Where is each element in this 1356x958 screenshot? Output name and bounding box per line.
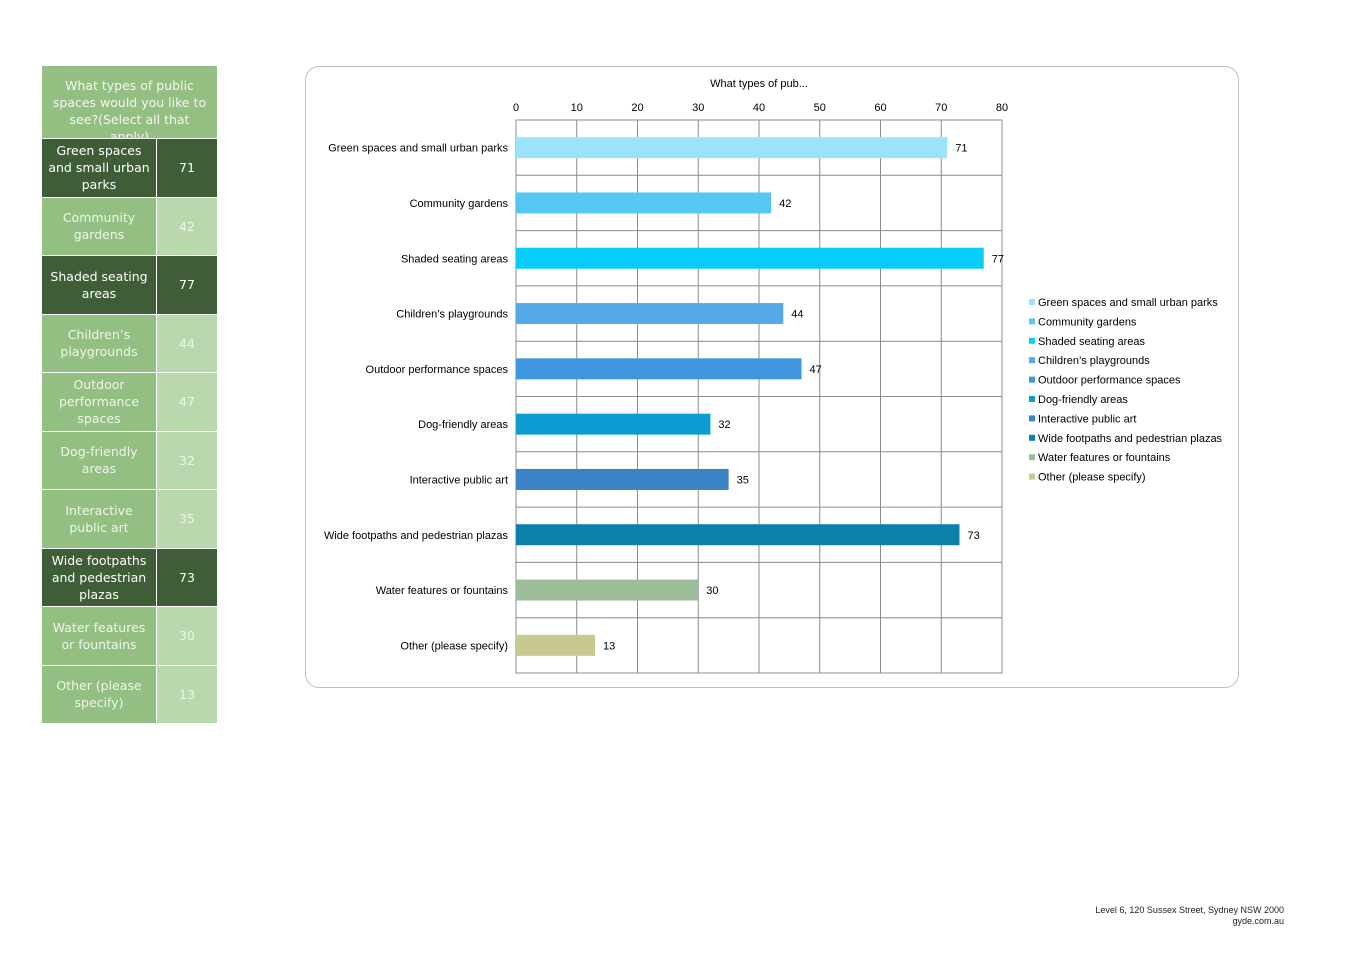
y-category-label: Community gardens: [410, 198, 509, 210]
summary-table: What types of public spaces would you li…: [42, 66, 217, 724]
table-row-label: Water features or fountains: [42, 607, 157, 665]
legend-entry: Children’s playgrounds: [1038, 355, 1150, 367]
data-label: 71: [955, 143, 967, 155]
table-row-value: 71: [157, 139, 217, 197]
table-row: Other (please specify) 13: [42, 665, 217, 724]
x-tick-label: 70: [935, 102, 947, 114]
x-tick-label: 40: [753, 102, 765, 114]
table-row-label: Other (please specify): [42, 665, 157, 723]
data-label: 47: [810, 364, 822, 376]
table-row: Dog-friendly areas 32: [42, 431, 217, 490]
bar: [516, 413, 711, 435]
bar: [516, 192, 772, 214]
legend-entry: Other (please specify): [1038, 472, 1146, 484]
table-row: Interactive public art 35: [42, 490, 217, 549]
x-tick-label: 30: [692, 102, 704, 114]
data-label: 73: [967, 530, 979, 542]
data-label: 42: [779, 198, 791, 210]
x-tick-label: 50: [814, 102, 826, 114]
y-category-label: Children’s playgrounds: [396, 309, 508, 321]
data-label: 35: [737, 474, 749, 486]
table-row-label: Community gardens: [42, 197, 157, 255]
data-label: 44: [791, 309, 803, 321]
x-tick-label: 80: [996, 102, 1008, 114]
footer-address: Level 6, 120 Sussex Street, Sydney NSW 2…: [1095, 905, 1284, 915]
table-row-label: Shaded seating areas: [42, 256, 157, 314]
legend-entry: Shaded seating areas: [1038, 336, 1146, 348]
legend-swatch: [1029, 357, 1035, 364]
chart-title: What types of pub...: [710, 78, 808, 90]
table-row-value: 77: [157, 256, 217, 314]
table-row: Shaded seating areas 77: [42, 256, 217, 315]
table-row-value: 47: [157, 373, 217, 431]
legend-swatch: [1029, 299, 1035, 305]
x-tick-label: 10: [571, 102, 583, 114]
table-row: Wide footpaths and pedestrian plazas 73: [42, 548, 217, 607]
summary-table-header: What types of public spaces would you li…: [42, 66, 217, 144]
bar: [516, 524, 960, 546]
table-row: Children’s playgrounds 44: [42, 314, 217, 373]
table-row-value: 44: [157, 314, 217, 372]
table-row: Water features or fountains 30: [42, 607, 217, 666]
table-row-label: Dog-friendly areas: [42, 431, 157, 489]
table-row-value: 73: [157, 548, 217, 606]
table-row: Green spaces and small urban parks 71: [42, 139, 217, 198]
bar: [516, 468, 729, 490]
footer-website: gyde.com.au: [1232, 916, 1284, 926]
table-row-label: Children’s playgrounds: [42, 314, 157, 372]
chart-card: What types of pub... 0 10 20 30 40 50 60 70 80 Gre…: [305, 66, 1239, 688]
legend-swatch: [1029, 337, 1035, 344]
table-row-label: Interactive public art: [42, 490, 157, 548]
bar: [516, 358, 802, 380]
table-row-label: Wide footpaths and pedestrian plazas: [42, 548, 157, 606]
legend-entry: Water features or fountains: [1038, 452, 1171, 464]
y-category-label: Water features or fountains: [376, 585, 509, 597]
table-row-value: 13: [157, 665, 217, 723]
legend-entry: Community gardens: [1038, 316, 1137, 328]
y-category-label: Interactive public art: [410, 474, 508, 486]
data-label: 32: [718, 419, 730, 431]
legend-entry: Outdoor performance spaces: [1038, 375, 1181, 387]
table-row-value: 30: [157, 607, 217, 665]
legend-entry: Interactive public art: [1038, 413, 1136, 425]
bar: [516, 579, 699, 601]
bar: [516, 137, 948, 159]
legend-entry: Green spaces and small urban parks: [1038, 297, 1218, 309]
bar: [516, 303, 784, 325]
y-category-label: Green spaces and small urban parks: [328, 143, 508, 155]
table-row-label: Outdoor performance spaces: [42, 373, 157, 431]
legend-entry: Dog-friendly areas: [1038, 394, 1128, 406]
y-category-label: Dog-friendly areas: [418, 419, 508, 431]
table-row: Outdoor performance spaces 47: [42, 373, 217, 432]
legend-entry: Wide footpaths and pedestrian plazas: [1038, 433, 1223, 445]
y-category-label: Shaded seating areas: [401, 253, 509, 265]
y-category-label: Outdoor performance spaces: [366, 364, 509, 376]
footer: Level 6, 120 Sussex Street, Sydney NSW 2…: [1095, 905, 1284, 927]
legend-swatch: [1029, 396, 1035, 402]
x-tick-label: 20: [631, 102, 643, 114]
x-tick-label: 60: [874, 102, 886, 114]
table-row: Community gardens 42: [42, 197, 217, 256]
summary-table-body: Green spaces and small urban parks 71 Comm…: [42, 139, 217, 724]
legend-swatch: [1029, 473, 1035, 480]
table-row-value: 32: [157, 431, 217, 489]
data-label: 13: [603, 640, 615, 652]
table-row-label: Green spaces and small urban parks: [42, 139, 157, 197]
bar-chart: What types of pub... 0 10 20 30 40 50 60 70 80 Gre…: [324, 78, 1223, 674]
table-row-value: 42: [157, 197, 217, 255]
legend-swatch: [1029, 376, 1035, 383]
x-tick-label: 0: [513, 102, 519, 114]
y-category-label: Wide footpaths and pedestrian plazas: [324, 530, 509, 542]
data-label: 30: [706, 585, 718, 597]
legend-swatch: [1029, 415, 1035, 422]
legend-swatch: [1029, 318, 1035, 325]
bar: [516, 634, 595, 656]
data-label: 77: [992, 253, 1004, 265]
y-category-label: Other (please specify): [400, 640, 508, 652]
table-row-value: 35: [157, 490, 217, 548]
bar: [516, 247, 984, 269]
legend-swatch: [1029, 454, 1035, 461]
legend-swatch: [1029, 434, 1035, 441]
